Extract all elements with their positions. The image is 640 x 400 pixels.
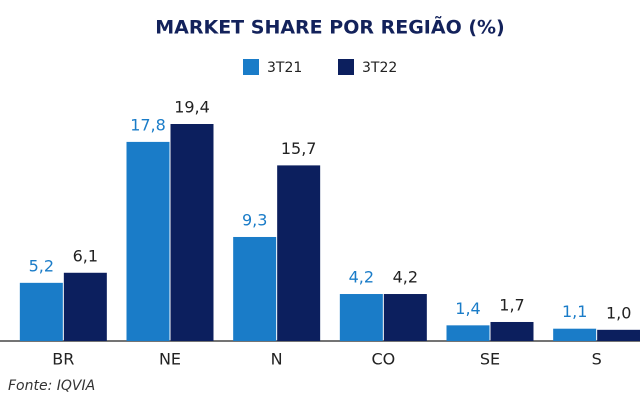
legend-label: 3T21 — [267, 60, 302, 76]
bar — [277, 165, 321, 341]
bar — [446, 325, 490, 341]
x-tick-label: S — [592, 350, 602, 369]
bar — [490, 321, 534, 341]
legend-swatch — [243, 59, 259, 75]
bar — [19, 282, 63, 341]
data-label: 1,7 — [499, 295, 524, 314]
source-note: Fonte: IQVIA — [8, 378, 95, 394]
data-label: 9,3 — [242, 210, 267, 229]
x-tick-label: N — [271, 350, 283, 369]
data-label: 1,4 — [455, 299, 480, 318]
data-label: 17,8 — [130, 115, 166, 134]
data-label: 19,4 — [174, 98, 210, 117]
data-label: 1,0 — [606, 303, 631, 322]
x-tick-label: CO — [371, 350, 395, 369]
data-label: 5,2 — [29, 256, 54, 275]
x-tick-label: SE — [480, 350, 500, 369]
legend-swatch — [338, 59, 354, 75]
x-tick-label: NE — [159, 350, 181, 369]
chart-title: MARKET SHARE POR REGIÃO (%) — [155, 15, 505, 39]
data-label: 4,2 — [393, 268, 418, 287]
bar — [597, 329, 640, 341]
data-label: 15,7 — [281, 139, 317, 158]
data-label: 6,1 — [73, 246, 98, 265]
data-label: 1,1 — [562, 302, 587, 321]
bar — [126, 141, 170, 341]
bar — [233, 236, 277, 341]
bar — [383, 294, 427, 341]
data-label: 4,2 — [349, 268, 374, 287]
bar — [170, 124, 214, 341]
x-tick-label: BR — [52, 350, 74, 369]
bar — [63, 272, 107, 341]
legend-label: 3T22 — [362, 60, 397, 76]
bar — [339, 294, 383, 341]
bar — [553, 328, 597, 341]
